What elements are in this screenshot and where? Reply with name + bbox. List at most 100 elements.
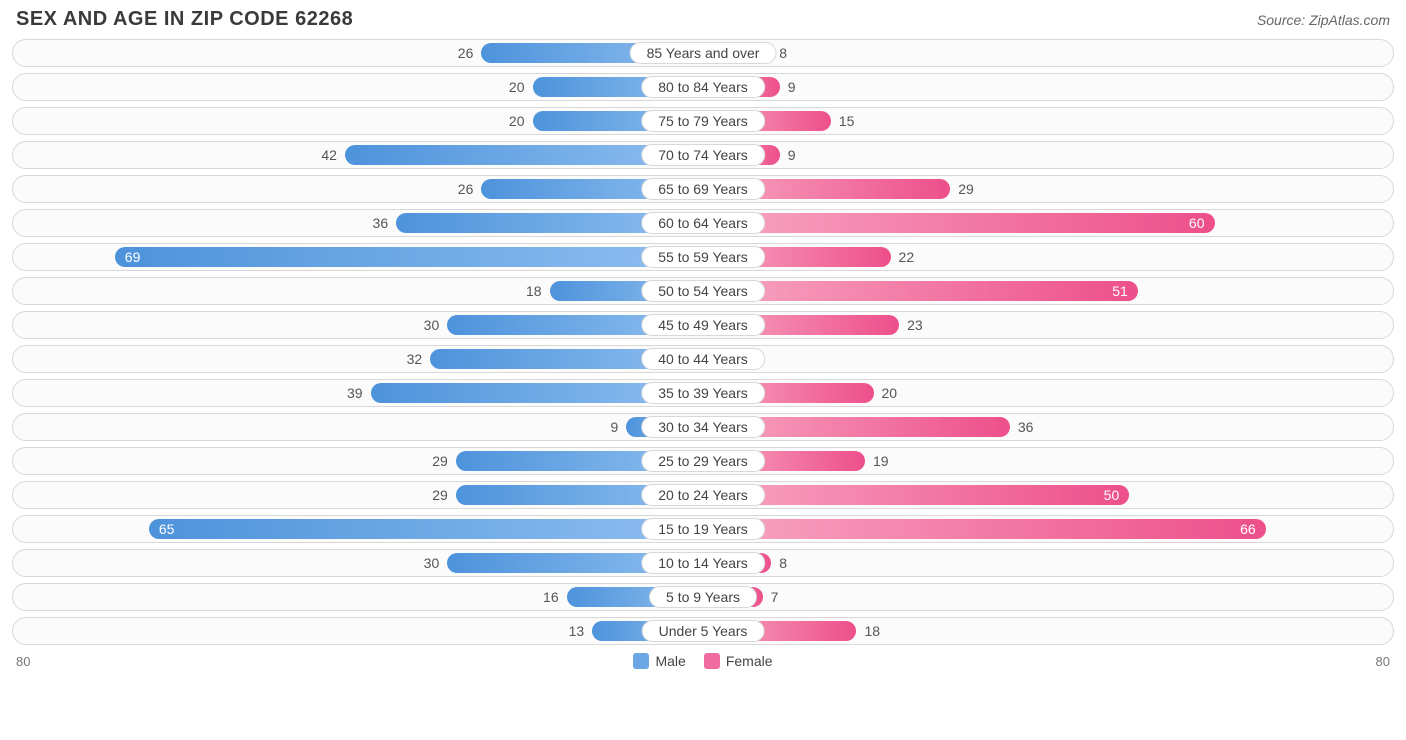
- male-value: 26: [450, 45, 482, 61]
- pyramid-row: 1318Under 5 Years: [12, 617, 1394, 645]
- male-value: 32: [399, 351, 431, 367]
- pyramid-row: 42 9 70 to 74 Years: [12, 141, 1394, 169]
- female-half: 22: [703, 247, 1385, 267]
- female-half: 50: [703, 485, 1385, 505]
- female-half: 51: [703, 281, 1385, 301]
- chart-legend: Male Female: [633, 653, 772, 669]
- male-value: 30: [416, 317, 448, 333]
- female-bar: 51: [703, 281, 1138, 301]
- chart-source: Source: ZipAtlas.com: [1257, 12, 1390, 28]
- male-half: 18: [21, 281, 703, 301]
- male-half: 36: [21, 213, 703, 233]
- female-half: 18: [703, 621, 1385, 641]
- male-value: 20: [501, 113, 533, 129]
- male-half: 29: [21, 451, 703, 471]
- female-half: 19: [703, 451, 1385, 471]
- age-group-label: 55 to 59 Years: [641, 246, 765, 268]
- pyramid-row: 16 7 5 to 9 Years: [12, 583, 1394, 611]
- female-value: 36: [1010, 419, 1042, 435]
- age-group-label: 20 to 24 Years: [641, 484, 765, 506]
- chart-footer: 80 Male Female 80: [12, 651, 1394, 669]
- female-half: 23: [703, 315, 1385, 335]
- male-half: 32: [21, 349, 703, 369]
- female-half: 29: [703, 179, 1385, 199]
- female-value: 60: [1179, 215, 1215, 231]
- male-half: 20: [21, 111, 703, 131]
- male-half: 26: [21, 43, 703, 63]
- female-half: 8: [703, 553, 1385, 573]
- pyramid-row: 29 50 20 to 24 Years: [12, 481, 1394, 509]
- age-group-label: 45 to 49 Years: [641, 314, 765, 336]
- female-half: 8: [703, 43, 1385, 63]
- age-group-label: 60 to 64 Years: [641, 212, 765, 234]
- age-group-label: 35 to 39 Years: [641, 382, 765, 404]
- age-group-label: 25 to 29 Years: [641, 450, 765, 472]
- male-half: 39: [21, 383, 703, 403]
- female-value: 20: [874, 385, 906, 401]
- legend-male-swatch: [633, 653, 649, 669]
- male-value: 65: [149, 521, 185, 537]
- female-value: 50: [1094, 487, 1130, 503]
- male-value: 42: [313, 147, 345, 163]
- pyramid-row: 39 20 35 to 39 Years: [12, 379, 1394, 407]
- female-value: 9: [780, 147, 804, 163]
- pyramid-row: 26885 Years and over: [12, 39, 1394, 67]
- legend-female-swatch: [704, 653, 720, 669]
- male-value: 36: [365, 215, 397, 231]
- female-value: 19: [865, 453, 897, 469]
- male-half: 16: [21, 587, 703, 607]
- male-value: 18: [518, 283, 550, 299]
- male-half: 26: [21, 179, 703, 199]
- female-half: 7: [703, 587, 1385, 607]
- pyramid-row: 69 22 55 to 59 Years: [12, 243, 1394, 271]
- female-value: 8: [771, 555, 795, 571]
- male-value: 16: [535, 589, 567, 605]
- pyramid-row: 18 5150 to 54 Years: [12, 277, 1394, 305]
- male-value: 26: [450, 181, 482, 197]
- chart-header: SEX AND AGE IN ZIP CODE 62268 Source: Zi…: [12, 8, 1394, 31]
- male-half: 30: [21, 553, 703, 573]
- male-half: 20: [21, 77, 703, 97]
- pyramid-row: 30 2345 to 49 Years: [12, 311, 1394, 339]
- male-half: 9: [21, 417, 703, 437]
- female-half: 36: [703, 417, 1385, 437]
- female-half: 15: [703, 111, 1385, 131]
- age-group-label: 5 to 9 Years: [649, 586, 757, 608]
- age-group-label: 40 to 44 Years: [641, 348, 765, 370]
- male-value: 39: [339, 385, 371, 401]
- male-value: 30: [416, 555, 448, 571]
- female-half: 20: [703, 383, 1385, 403]
- female-bar: 66: [703, 519, 1266, 539]
- male-half: 69: [21, 247, 703, 267]
- age-group-label: 30 to 34 Years: [641, 416, 765, 438]
- male-value: 29: [424, 453, 456, 469]
- pyramid-row: 65 66 15 to 19 Years: [12, 515, 1394, 543]
- legend-female-label: Female: [726, 653, 773, 669]
- pyramid-row: 262965 to 69 Years: [12, 175, 1394, 203]
- age-group-label: 15 to 19 Years: [641, 518, 765, 540]
- male-bar: 69: [115, 247, 703, 267]
- pyramid-row: 29 19 25 to 29 Years: [12, 447, 1394, 475]
- female-value: 22: [891, 249, 923, 265]
- female-bar: 50: [703, 485, 1129, 505]
- legend-male-label: Male: [655, 653, 685, 669]
- male-half: 29: [21, 485, 703, 505]
- male-value: 20: [501, 79, 533, 95]
- axis-left-max: 80: [16, 654, 30, 669]
- pyramid-row: 32240 to 44 Years: [12, 345, 1394, 373]
- axis-right-max: 80: [1376, 654, 1390, 669]
- female-half: 60: [703, 213, 1385, 233]
- pyramid-row: 30810 to 14 Years: [12, 549, 1394, 577]
- male-half: 65: [21, 519, 703, 539]
- female-value: 7: [763, 589, 787, 605]
- female-value: 66: [1230, 521, 1266, 537]
- female-value: 9: [780, 79, 804, 95]
- age-group-label: Under 5 Years: [642, 620, 765, 642]
- age-group-label: 70 to 74 Years: [641, 144, 765, 166]
- age-group-label: 50 to 54 Years: [641, 280, 765, 302]
- pyramid-row: 20980 to 84 Years: [12, 73, 1394, 101]
- male-half: 13: [21, 621, 703, 641]
- pyramid-row: 201575 to 79 Years: [12, 107, 1394, 135]
- legend-female: Female: [704, 653, 773, 669]
- male-value: 29: [424, 487, 456, 503]
